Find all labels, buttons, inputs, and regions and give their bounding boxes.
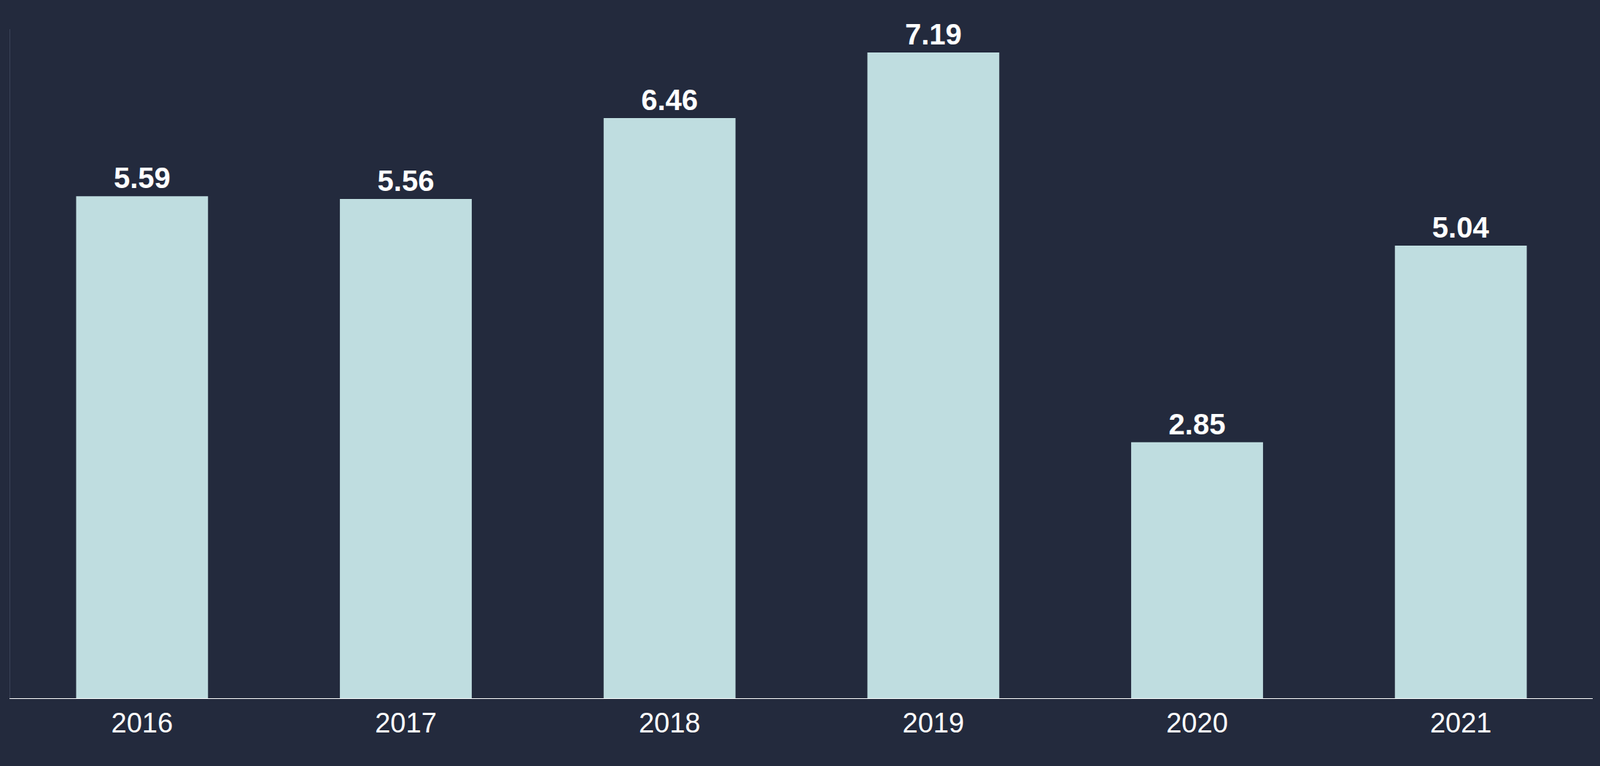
svg-text:5.04: 5.04 — [1432, 211, 1490, 244]
svg-text:5.59: 5.59 — [113, 161, 171, 194]
svg-text:2016: 2016 — [111, 708, 174, 739]
svg-text:2018: 2018 — [638, 708, 701, 739]
svg-text:7.19: 7.19 — [905, 18, 962, 51]
svg-text:2.85: 2.85 — [1169, 408, 1226, 441]
svg-text:2017: 2017 — [374, 708, 437, 739]
svg-text:6.46: 6.46 — [641, 83, 698, 116]
svg-text:2019: 2019 — [902, 708, 965, 739]
svg-text:2020: 2020 — [1166, 708, 1229, 739]
svg-text:5.56: 5.56 — [377, 164, 435, 197]
svg-text:2021: 2021 — [1430, 708, 1493, 739]
